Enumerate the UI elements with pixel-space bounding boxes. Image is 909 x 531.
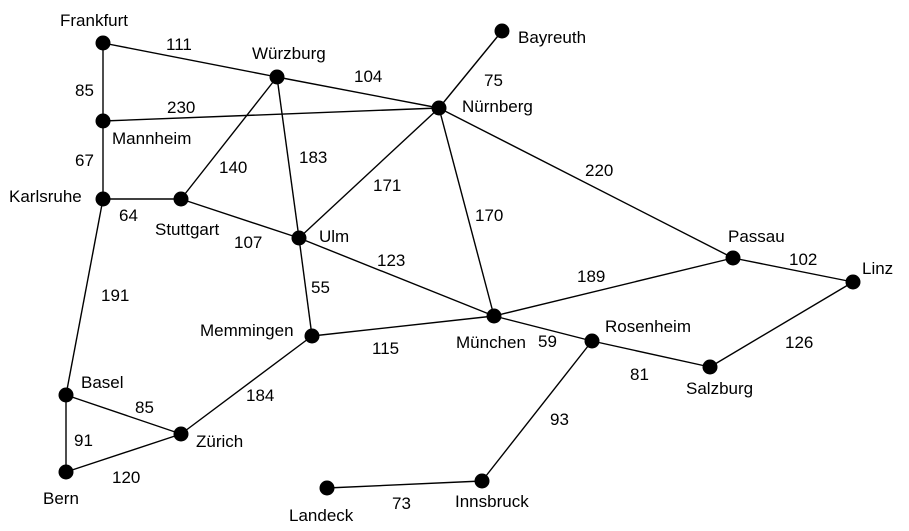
city-label-landeck: Landeck	[289, 506, 354, 525]
distance-label-bayreuth-nuernberg: 75	[484, 71, 503, 90]
city-label-basel: Basel	[81, 373, 124, 392]
road-wuerzburg-ulm	[276, 76, 300, 239]
road-nuernberg-passau	[438, 107, 734, 259]
distance-label-frankfurt-wuerzburg: 111	[166, 35, 192, 54]
city-node-bayreuth	[494, 23, 510, 39]
city-label-mannheim: Mannheim	[112, 129, 191, 148]
distance-label-rosenheim-innsbruck: 93	[550, 410, 569, 429]
city-node-innsbruck	[474, 473, 490, 489]
city-node-mannheim	[95, 113, 111, 129]
city-node-rosenheim	[584, 333, 600, 349]
roads-layer	[65, 30, 854, 489]
city-node-memmingen	[304, 328, 320, 344]
distance-label-salzburg-linz: 126	[785, 333, 813, 352]
distance-label-memmingen-muenchen: 115	[372, 339, 399, 358]
distance-label-passau-linz: 102	[789, 250, 817, 269]
road-bern-zuerich	[65, 433, 182, 473]
distance-label-nuernberg-passau: 220	[585, 161, 613, 180]
city-label-bayreuth: Bayreuth	[518, 28, 586, 47]
road-nuernberg-muenchen	[438, 107, 495, 317]
road-frankfurt-wuerzburg	[102, 42, 278, 78]
city-label-innsbruck: Innsbruck	[455, 492, 529, 511]
road-ulm-muenchen	[298, 237, 495, 317]
distance-label-nuernberg-ulm: 171	[373, 176, 401, 195]
road-memmingen-zuerich	[180, 335, 313, 435]
distance-labels-layer: 111 85 104 230 75 67 140 183 171 170 220 64 107 191 12…	[74, 35, 817, 513]
distance-label-nuernberg-muenchen: 170	[475, 206, 503, 225]
city-node-bern	[58, 464, 74, 480]
road-mannheim-nuernberg	[102, 107, 440, 122]
distance-label-mannheim-nuernberg: 230	[167, 98, 195, 117]
city-label-karlsruhe: Karlsruhe	[9, 187, 82, 206]
road-wuerzburg-nuernberg	[276, 76, 440, 109]
road-rosenheim-innsbruck	[481, 340, 593, 482]
city-label-nuernberg: Nürnberg	[462, 97, 533, 116]
city-node-wuerzburg	[269, 69, 285, 85]
city-label-bern: Bern	[43, 489, 79, 508]
city-label-memmingen: Memmingen	[200, 321, 294, 340]
road-rosenheim-salzburg	[591, 340, 711, 368]
distance-label-karlsruhe-basel: 191	[101, 286, 129, 305]
city-label-wuerzburg: Würzburg	[252, 44, 326, 63]
distance-label-ulm-memmingen: 55	[311, 278, 330, 297]
road-ulm-memmingen	[298, 237, 313, 337]
city-node-basel	[58, 387, 74, 403]
road-memmingen-muenchen	[311, 315, 495, 337]
road-muenchen-passau	[493, 257, 734, 317]
city-node-ulm	[291, 230, 307, 246]
city-label-stuttgart: Stuttgart	[155, 220, 220, 239]
city-node-landeck	[319, 480, 335, 496]
city-node-linz	[845, 274, 861, 290]
distance-label-bern-zuerich: 120	[112, 468, 140, 487]
distance-label-landeck-innsbruck: 73	[392, 494, 411, 513]
city-node-frankfurt	[95, 35, 111, 51]
road-landeck-innsbruck	[326, 480, 483, 489]
distance-label-basel-bern: 91	[74, 431, 93, 450]
road-passau-linz	[732, 257, 854, 283]
city-node-nuernberg	[431, 100, 447, 116]
cities-layer	[58, 23, 861, 496]
city-labels-layer: Frankfurt Würzburg Bayreuth Mannheim Nürnber…	[9, 11, 893, 525]
city-label-passau: Passau	[728, 227, 785, 246]
distance-label-ulm-muenchen: 123	[377, 251, 405, 270]
city-node-muenchen	[486, 308, 502, 324]
distance-label-mannheim-karlsruhe: 67	[75, 151, 94, 170]
distance-label-karlsruhe-stuttgart: 64	[119, 206, 138, 225]
distance-label-rosenheim-salzburg: 81	[630, 365, 649, 384]
road-bayreuth-nuernberg	[438, 30, 503, 109]
city-label-frankfurt: Frankfurt	[60, 11, 128, 30]
road-muenchen-rosenheim	[493, 315, 593, 342]
city-label-ulm: Ulm	[319, 227, 349, 246]
city-label-rosenheim: Rosenheim	[605, 317, 691, 336]
distance-label-muenchen-rosenheim: 59	[538, 332, 557, 351]
city-node-salzburg	[702, 359, 718, 375]
city-node-karlsruhe	[95, 191, 111, 207]
city-node-passau	[725, 250, 741, 266]
city-label-linz: Linz	[862, 259, 893, 278]
distance-label-wuerzburg-stuttgart: 140	[219, 158, 247, 177]
road-basel-zuerich	[65, 394, 182, 435]
road-salzburg-linz	[709, 281, 854, 368]
distance-label-basel-zuerich: 85	[135, 398, 154, 417]
distance-label-wuerzburg-nuernberg: 104	[354, 67, 382, 86]
road-karlsruhe-basel	[65, 198, 104, 396]
road-wuerzburg-stuttgart	[180, 76, 278, 200]
distance-label-stuttgart-ulm: 107	[234, 233, 262, 252]
city-label-zuerich: Zürich	[196, 432, 243, 451]
city-label-muenchen: München	[456, 333, 526, 352]
distance-label-wuerzburg-ulm: 183	[299, 148, 327, 167]
distance-label-frankfurt-mannheim: 85	[75, 81, 94, 100]
road-nuernberg-ulm	[298, 107, 440, 239]
city-node-stuttgart	[173, 191, 189, 207]
road-stuttgart-ulm	[180, 198, 300, 239]
distance-label-muenchen-passau: 189	[577, 267, 605, 286]
distance-label-memmingen-zuerich: 184	[246, 386, 274, 405]
city-label-salzburg: Salzburg	[686, 379, 753, 398]
city-node-zuerich	[173, 426, 189, 442]
